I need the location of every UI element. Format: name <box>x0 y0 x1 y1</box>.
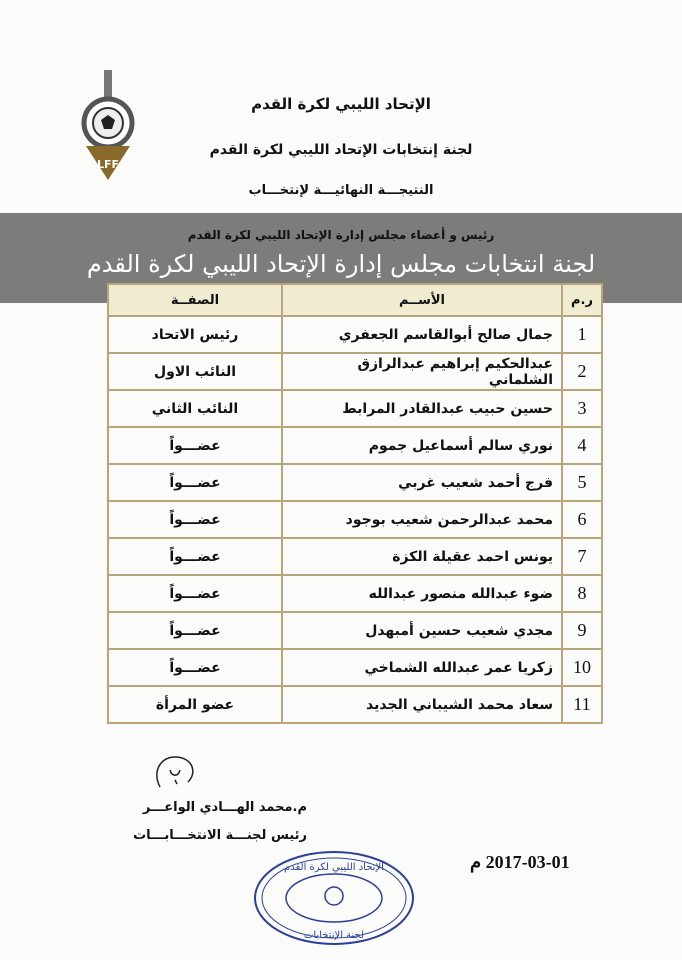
table-header-row: ر.م الأســم الصفــة <box>107 283 603 317</box>
member-role: عضـــواً <box>107 611 283 650</box>
member-name: مجدي شعيب حسين أمبهدل <box>281 611 563 650</box>
member-name: يونس احمد عقيلة الكزة <box>281 537 563 576</box>
member-role: عضـــواً <box>107 648 283 687</box>
header-num: ر.م <box>561 283 603 317</box>
banner-text: لجنة انتخابات مجلس إدارة الإتحاد الليبي … <box>86 250 596 278</box>
row-number: 6 <box>561 500 603 539</box>
results-table: ر.م الأســم الصفــة 1 جمال صالح أبوالقاسم… <box>107 283 603 724</box>
row-number: 2 <box>561 352 603 391</box>
member-role: عضـــواً <box>107 426 283 465</box>
member-role: عضـــواً <box>107 574 283 613</box>
table-row: 3 حسين حبيب عبدالقادر المرابط النائب الثان… <box>107 389 603 428</box>
signature <box>156 756 194 788</box>
stamp-top-text: الإتحاد الليبي لكرة القدم <box>284 862 384 873</box>
table-row: 5 فرج أحمد شعيب غربي عضـــواً <box>107 463 603 502</box>
member-name: محمد عبدالرحمن شعيب بوجود <box>281 500 563 539</box>
row-number: 11 <box>561 685 603 724</box>
federation-name: الإتحاد الليبي لكرة القدم <box>251 95 431 113</box>
row-number: 8 <box>561 574 603 613</box>
member-role: رئيس الاتحاد <box>107 315 283 354</box>
member-name: حسين حبيب عبدالقادر المرابط <box>281 389 563 428</box>
member-role: عضـــواً <box>107 537 283 576</box>
federation-logo: LFF <box>81 70 135 180</box>
table-row: 11 سعاد محمد الشيباني الجديد عضو المرأة <box>107 685 603 724</box>
table-row: 7 يونس احمد عقيلة الكزة عضـــواً <box>107 537 603 576</box>
table-row: 9 مجدي شعيب حسين أمبهدل عضـــواً <box>107 611 603 650</box>
table-row: 1 جمال صالح أبوالقاسم الجعفري رئيس الاتحاد <box>107 315 603 354</box>
result-title: النتيجـــة النهائيـــة لإنتخـــاب <box>248 183 434 198</box>
header-role: الصفــة <box>107 283 283 317</box>
member-name: زكريا عمر عبدالله الشماخي <box>281 648 563 687</box>
member-name: جمال صالح أبوالقاسم الجعفري <box>281 315 563 354</box>
stamp-bottom-text: لجنة الإنتخابات <box>304 930 364 941</box>
signer-title: رئيس لجنـــة الانتخـــابـــات <box>133 828 307 843</box>
member-role: عضو المرأة <box>107 685 283 724</box>
board-subtitle: رئيس و أعضاء مجلس إدارة الإتحاد الليبي ل… <box>187 228 495 242</box>
svg-text:LFF: LFF <box>97 158 119 171</box>
table-row: 10 زكريا عمر عبدالله الشماخي عضـــواً <box>107 648 603 687</box>
member-role: النائب الثاني <box>107 389 283 428</box>
member-name: سعاد محمد الشيباني الجديد <box>281 685 563 724</box>
table-row: 4 نوري سالم أسماعيل جموم عضـــواً <box>107 426 603 465</box>
member-name: عبدالحكيم إبراهيم عبدالرازق الشلماني <box>281 352 563 391</box>
table-row: 2 عبدالحكيم إبراهيم عبدالرازق الشلماني الن… <box>107 352 603 391</box>
row-number: 7 <box>561 537 603 576</box>
signer-name: م.محمد الهـــادي الواعـــر <box>142 800 307 815</box>
row-number: 10 <box>561 648 603 687</box>
document-date: 2017-03-01 م <box>470 852 570 872</box>
row-number: 5 <box>561 463 603 502</box>
member-role: النائب الاول <box>107 352 283 391</box>
member-name: ضوء عبدالله منصور عبدالله <box>281 574 563 613</box>
member-role: عضـــواً <box>107 500 283 539</box>
row-number: 4 <box>561 426 603 465</box>
row-number: 1 <box>561 315 603 354</box>
header-name: الأســم <box>281 283 563 317</box>
member-name: فرج أحمد شعيب غربي <box>281 463 563 502</box>
member-name: نوري سالم أسماعيل جموم <box>281 426 563 465</box>
committee-name: لجنة إنتخابات الإتحاد الليبي لكرة القدم <box>209 142 473 158</box>
official-stamp: الإتحاد الليبي لكرة القدم لجنة الإنتخابا… <box>254 851 414 945</box>
table-row: 8 ضوء عبدالله منصور عبدالله عضـــواً <box>107 574 603 613</box>
row-number: 3 <box>561 389 603 428</box>
row-number: 9 <box>561 611 603 650</box>
table-row: 6 محمد عبدالرحمن شعيب بوجود عضـــواً <box>107 500 603 539</box>
member-role: عضـــواً <box>107 463 283 502</box>
